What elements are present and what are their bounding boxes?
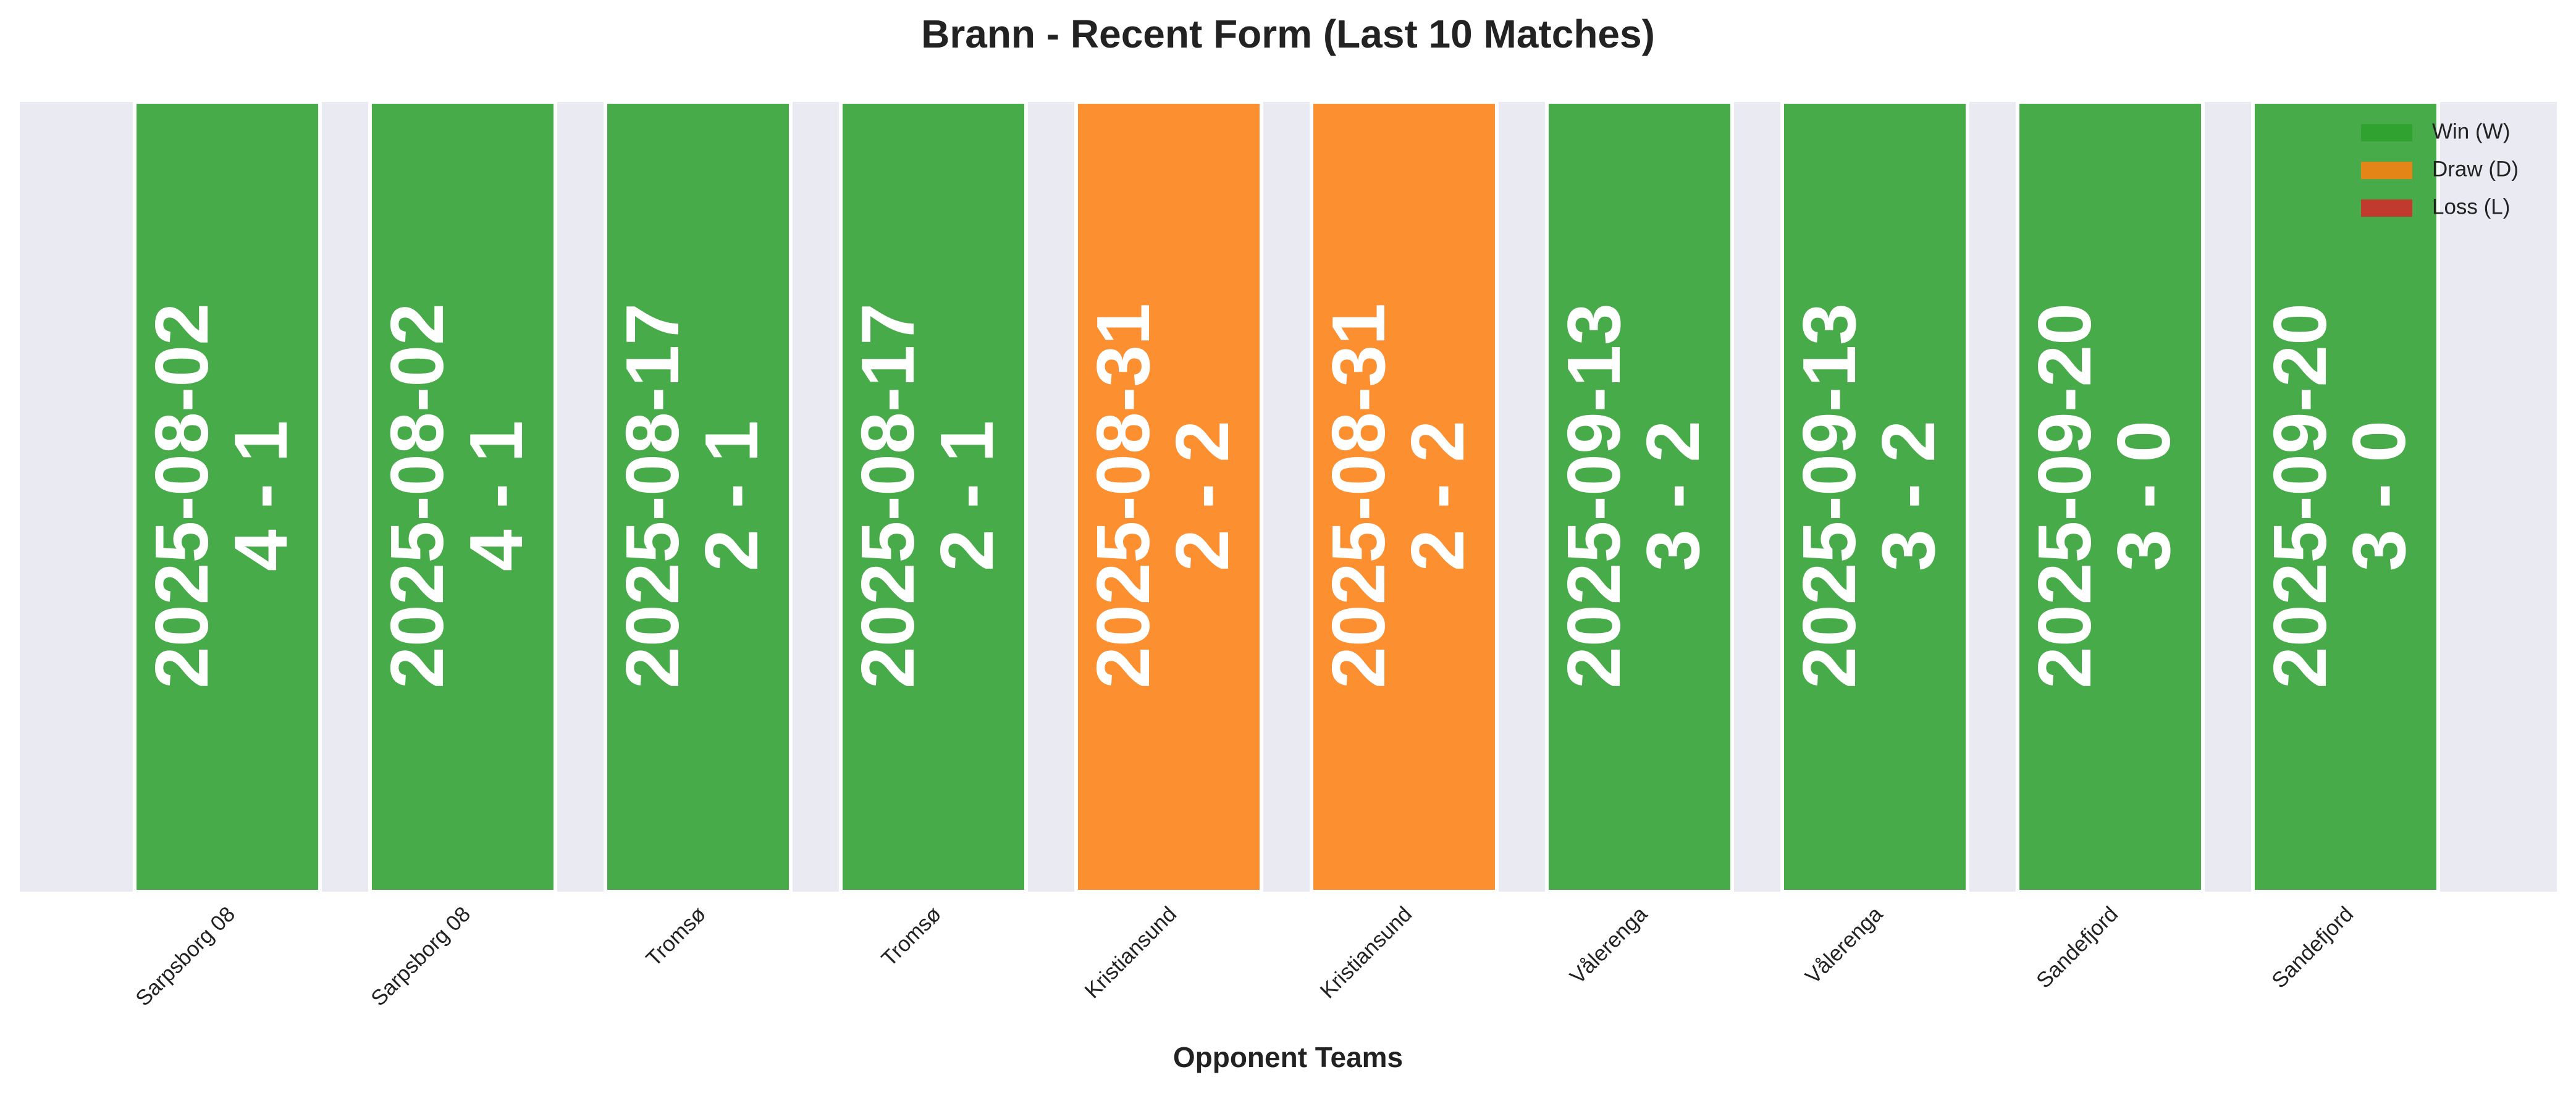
x-tick-label: Sandefjord bbox=[2267, 902, 2358, 993]
bar-label-date: 2025-08-02 bbox=[140, 303, 224, 689]
bar-label-date: 2025-08-17 bbox=[610, 303, 694, 689]
legend-label: Win (W) bbox=[2432, 119, 2510, 143]
bar bbox=[2251, 100, 2440, 894]
x-tick-label: Tromsø bbox=[877, 902, 946, 971]
x-tick-label: Vålerenga bbox=[1801, 902, 1888, 989]
bar-label-date: 2025-08-17 bbox=[846, 303, 930, 689]
legend-label: Draw (D) bbox=[2432, 157, 2519, 181]
x-tick-label: Sarpsborg 08 bbox=[366, 902, 475, 1011]
bar bbox=[604, 100, 793, 894]
x-tick-label: Sarpsborg 08 bbox=[131, 902, 240, 1011]
bar bbox=[1780, 100, 1969, 894]
bar-label-date: 2025-08-02 bbox=[375, 303, 459, 689]
x-tick-label: Sandefjord bbox=[2032, 902, 2123, 993]
x-axis-label: Opponent Teams bbox=[1173, 1041, 1403, 1073]
bar bbox=[1545, 100, 1734, 894]
legend-swatch bbox=[2361, 162, 2412, 179]
legend-swatch bbox=[2361, 124, 2412, 141]
bar-label-date: 2025-08-31 bbox=[1316, 303, 1400, 689]
x-tick-label: Kristiansund bbox=[1080, 902, 1181, 1003]
bar-label-score: 4 - 1 bbox=[219, 421, 303, 571]
bar-label-score: 3 - 2 bbox=[1866, 421, 1950, 571]
legend-label: Loss (L) bbox=[2432, 195, 2510, 219]
bar bbox=[1310, 100, 1499, 894]
bar-label-score: 2 - 1 bbox=[689, 421, 773, 571]
bar-label-score: 3 - 2 bbox=[1631, 421, 1715, 571]
bar-label-date: 2025-09-20 bbox=[2022, 303, 2107, 689]
x-tick-label: Vålerenga bbox=[1565, 902, 1652, 989]
bar-label-score: 2 - 1 bbox=[925, 421, 1009, 571]
bar-label-score: 2 - 2 bbox=[1160, 421, 1244, 571]
bar bbox=[133, 100, 322, 894]
bar bbox=[839, 100, 1028, 894]
bar-label-date: 2025-09-13 bbox=[1787, 303, 1871, 689]
x-tick-label: Kristiansund bbox=[1315, 902, 1416, 1003]
bar-label-date: 2025-08-31 bbox=[1081, 303, 1165, 689]
bar-label-date: 2025-09-20 bbox=[2258, 303, 2342, 689]
bar bbox=[2016, 100, 2205, 894]
bar bbox=[368, 100, 557, 894]
bar bbox=[1074, 100, 1263, 894]
x-tick-label: Tromsø bbox=[641, 902, 710, 971]
bar-label-score: 3 - 0 bbox=[2102, 421, 2186, 571]
bar-label-score: 2 - 2 bbox=[1395, 421, 1480, 571]
bar-label-date: 2025-09-13 bbox=[1552, 303, 1636, 689]
bar-label-score: 4 - 1 bbox=[454, 421, 538, 571]
chart-title: Brann - Recent Form (Last 10 Matches) bbox=[921, 12, 1655, 56]
legend-swatch bbox=[2361, 199, 2412, 217]
bar-label-score: 3 - 0 bbox=[2337, 421, 2421, 571]
